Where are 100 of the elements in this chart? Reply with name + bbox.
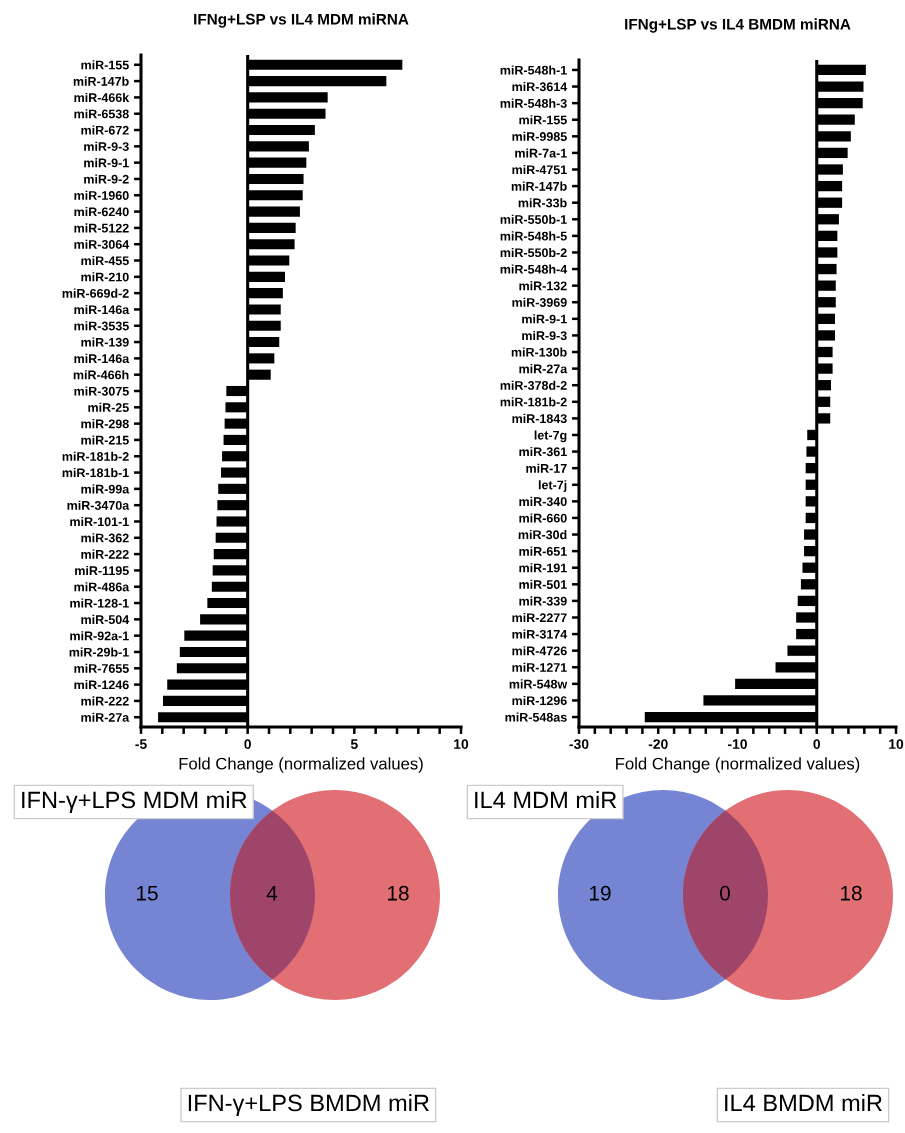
y-tick-label: miR-222 — [81, 696, 129, 706]
x-tick-label: 0 — [813, 739, 821, 750]
x-tick-label: 10 — [454, 739, 469, 750]
x-tick-label: 10 — [889, 739, 904, 750]
y-tick-label: miR-548as — [505, 712, 567, 722]
x-tick-label: -10 — [728, 739, 747, 750]
y-tick-label: miR-672 — [81, 125, 129, 135]
y-tick-label: miR-33b — [518, 198, 567, 208]
data-label: 4 — [266, 886, 278, 901]
y-tick-label: miR-362 — [81, 533, 129, 543]
y-tick-label: miR-181b-2 — [500, 397, 567, 407]
y-tick-label: miR-340 — [519, 496, 567, 507]
x-axis-title: Fold Change (normalized values) — [179, 757, 423, 773]
y-tick-label: let-7j — [538, 480, 567, 492]
y-tick-label: miR-6240 — [74, 207, 129, 217]
y-tick-label: miR-3075 — [74, 386, 129, 396]
y-tick-label: miR-9985 — [512, 131, 567, 141]
y-tick-label: miR-651 — [519, 546, 567, 556]
y-tick-label: miR-7655 — [74, 663, 129, 673]
text: IL4 MDM miR — [475, 790, 617, 809]
y-tick-label: miR-298 — [81, 419, 129, 429]
y-tick-label: miR-4726 — [512, 646, 567, 656]
y-tick-label: miR-4751 — [512, 164, 567, 175]
y-tick-label: miR-466k — [74, 92, 130, 103]
y-tick-label: miR-504 — [81, 614, 130, 624]
text: IFN-γ+LPS MDM miR — [22, 790, 247, 813]
y-tick-label: miR-27a — [81, 712, 130, 722]
data-label: 15 — [137, 886, 158, 901]
y-tick-label: miR-548w — [509, 679, 568, 689]
y-tick-label: miR-3614 — [512, 82, 568, 92]
y-tick-label: miR-7a-1 — [515, 148, 567, 158]
y-tick-label: miR-92a-1 — [70, 631, 129, 641]
chart-title: IFNg+LSP vs IL4 BMDM miRNA — [625, 18, 851, 33]
text: IFN-γ+LPS BMDM miR — [188, 1093, 429, 1116]
y-tick-label: miR-30d — [518, 530, 567, 540]
y-tick-label: miR-210 — [81, 272, 129, 282]
y-tick-label: miR-486a — [74, 582, 130, 592]
y-tick-label: miR-222 — [81, 549, 129, 559]
y-tick-label: miR-9-1 — [522, 314, 567, 324]
y-tick-label: miR-191 — [519, 563, 567, 573]
y-tick-label: miR-9-3 — [84, 141, 129, 152]
y-tick-label: miR-146a — [74, 353, 130, 364]
y-tick-label: miR-3174 — [512, 629, 568, 639]
data-label: 18 — [388, 885, 409, 901]
y-tick-label: miR-128-1 — [70, 598, 129, 608]
y-tick-label: miR-3535 — [74, 321, 129, 331]
x-axis-title: Fold Change (normalized values) — [616, 757, 860, 773]
y-tick-label: miR-1271 — [512, 662, 567, 672]
y-tick-label: miR-669d-2 — [62, 288, 129, 298]
x-tick-label: 0 — [244, 739, 251, 750]
y-tick-label: miR-339 — [519, 596, 567, 606]
y-tick-label: miR-9-2 — [84, 174, 129, 184]
y-tick-label: miR-1246 — [74, 680, 129, 690]
data-label: 19 — [590, 885, 611, 901]
y-tick-label: miR-548h-5 — [500, 231, 567, 241]
y-tick-label: miR-132 — [519, 281, 567, 291]
y-tick-label: miR-548h-1 — [500, 65, 567, 75]
y-tick-label: miR-155 — [519, 115, 567, 125]
y-tick-label: miR-181b-1 — [62, 468, 129, 478]
y-tick-label: miR-550b-1 — [500, 214, 567, 224]
y-tick-label: miR-455 — [81, 255, 129, 266]
data-label: 18 — [841, 885, 862, 901]
y-tick-label: miR-146a — [74, 304, 130, 315]
y-tick-label: miR-5122 — [74, 223, 129, 233]
y-tick-label: miR-9-3 — [522, 330, 567, 341]
chart-title: IFNg+LSP vs IL4 MDM miRNA — [194, 13, 409, 28]
y-tick-label: miR-3969 — [512, 297, 567, 307]
data-label: 0 — [720, 885, 730, 901]
y-tick-label: miR-1195 — [75, 565, 129, 576]
y-tick-label: miR-548h-3 — [500, 98, 567, 108]
y-tick-label: miR-548h-4 — [500, 264, 568, 274]
y-tick-label: let-7g — [534, 430, 567, 443]
y-tick-label: miR-466h — [73, 370, 129, 380]
y-tick-label: miR-3064 — [74, 239, 130, 249]
x-tick-label: -5 — [135, 739, 147, 750]
y-tick-label: miR-147b — [73, 76, 129, 86]
y-tick-label: miR-27a — [519, 364, 568, 374]
y-tick-label: miR-501 — [519, 579, 567, 589]
y-tick-label: miR-99a — [81, 484, 130, 494]
text: IL4 BMDM miR — [725, 1093, 882, 1112]
y-tick-label: miR-147b — [511, 181, 567, 191]
y-tick-label: miR-1296 — [512, 695, 567, 706]
x-tick-label: -30 — [569, 739, 589, 750]
y-tick-label: miR-139 — [81, 337, 129, 347]
y-tick-label: miR-101-1 — [70, 516, 129, 527]
y-tick-label: miR-550b-2 — [500, 247, 567, 258]
x-tick-label: -20 — [648, 739, 668, 750]
y-tick-label: miR-17 — [526, 463, 567, 473]
y-tick-label: miR-378d-2 — [500, 380, 567, 390]
y-tick-label: miR-1960 — [74, 190, 129, 200]
y-tick-label: miR-130b — [511, 347, 567, 357]
y-tick-label: miR-25 — [88, 402, 129, 412]
y-tick-label: miR-155 — [81, 60, 129, 70]
y-tick-label: miR-215 — [81, 435, 129, 445]
y-tick-label: miR-3470a — [67, 500, 130, 510]
y-tick-label: miR-2277 — [512, 612, 567, 623]
y-tick-label: miR-181b-2 — [62, 451, 129, 461]
y-tick-label: miR-29b-1 — [69, 647, 129, 657]
y-tick-label: miR-660 — [519, 513, 567, 523]
x-tick-label: 5 — [350, 739, 358, 750]
